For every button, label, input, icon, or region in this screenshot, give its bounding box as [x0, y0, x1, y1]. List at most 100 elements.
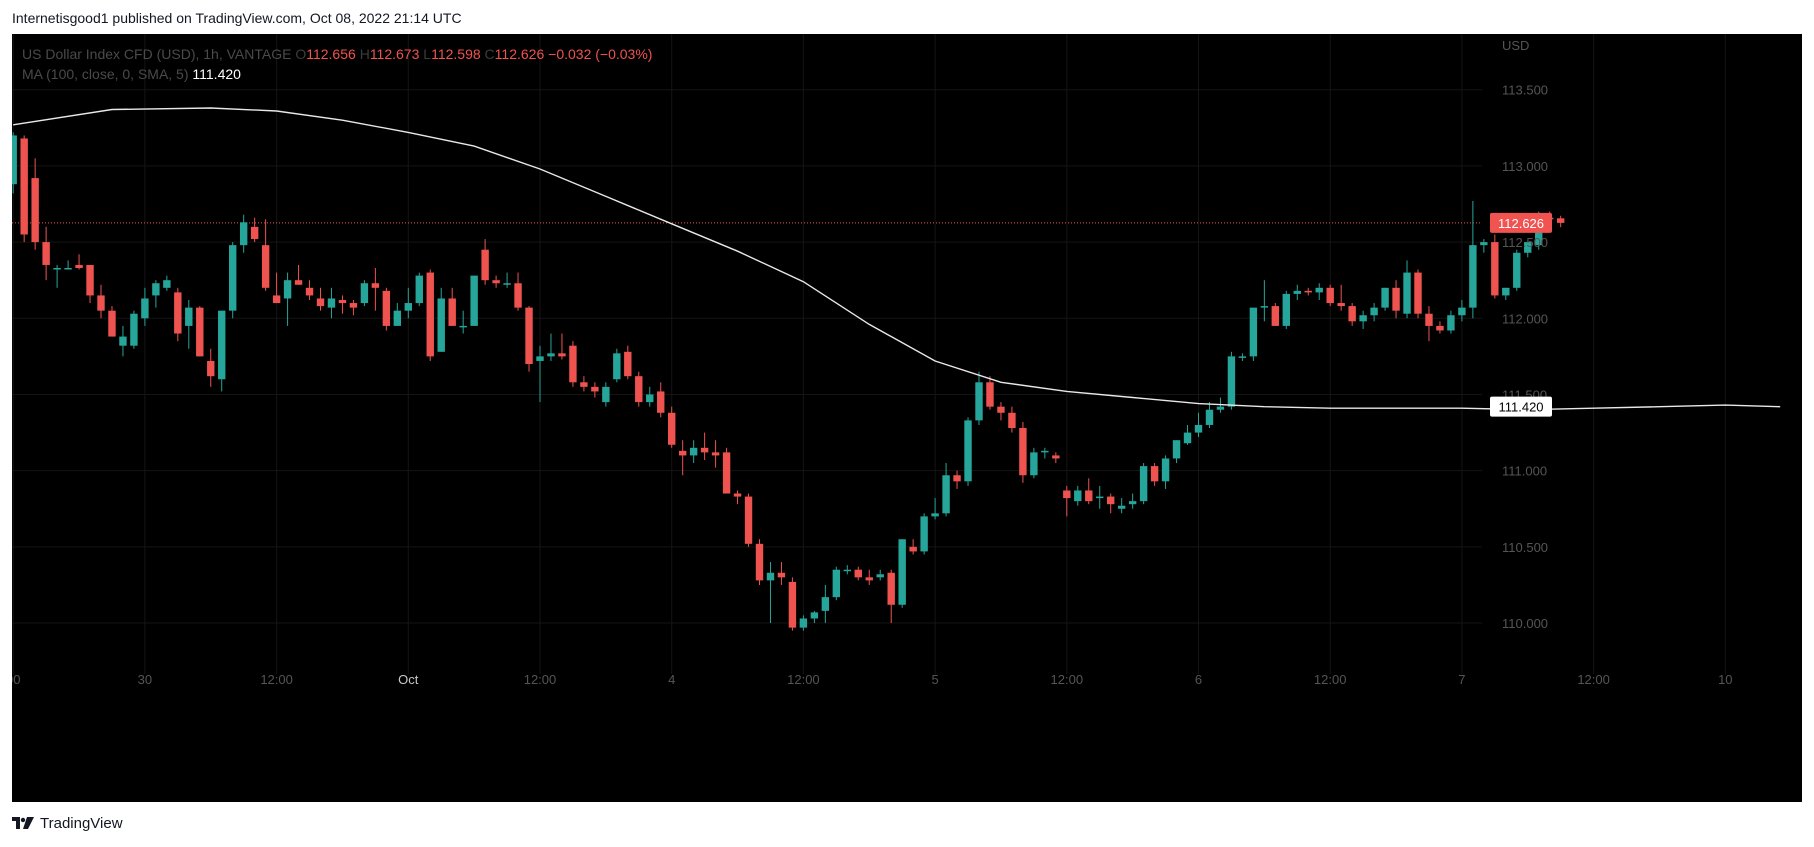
candle-up: [229, 245, 237, 311]
x-tick-label: 5: [931, 672, 938, 687]
candle-down: [31, 178, 39, 243]
candle-up: [1117, 505, 1126, 509]
chart-panel[interactable]: 110.000 110.500 111.000 111.500 112.000 112.5…: [12, 34, 1802, 802]
candle-down: [1271, 306, 1280, 326]
candle-down: [196, 307, 204, 357]
y-tick-label: 113.500: [1502, 83, 1548, 98]
x-tick-label: 12:00: [1577, 672, 1610, 687]
candle-down: [733, 493, 742, 497]
published-caption: Internetisgood1 published on TradingView…: [12, 10, 462, 26]
candle-up: [283, 280, 292, 299]
candle-down: [711, 452, 720, 456]
candle-down: [97, 295, 105, 311]
y-tick-label: 111.000: [1502, 464, 1547, 479]
candle-up: [1447, 315, 1455, 331]
candle-down: [865, 577, 873, 581]
candle-up: [1293, 290, 1301, 294]
candle-down: [722, 452, 731, 494]
x-tick-label: 12:00: [524, 672, 557, 687]
candle-down: [558, 353, 566, 357]
candle-down: [1019, 428, 1027, 476]
tradingview-logo-icon[interactable]: [12, 816, 34, 831]
candle-down: [294, 280, 303, 285]
x-tick-label: 00: [12, 672, 20, 687]
candle-down: [854, 569, 862, 578]
candle-up: [975, 382, 983, 421]
candle-down: [1425, 313, 1433, 326]
candle-up: [1238, 356, 1247, 358]
footer-brand[interactable]: TradingView: [40, 815, 123, 832]
candle-down: [1107, 496, 1115, 505]
candle-down: [1085, 490, 1093, 502]
candle-up: [843, 569, 851, 572]
y-tick-label: 110.500: [1502, 540, 1548, 555]
candle-up: [1403, 272, 1411, 314]
candle-up: [1161, 458, 1170, 482]
candle-up: [360, 283, 369, 304]
candle-up: [130, 313, 138, 346]
candle-down: [624, 351, 632, 377]
candlestick-chart[interactable]: 110.000110.500111.000111.500112.000112.5…: [12, 34, 1802, 802]
candle-up: [1359, 315, 1367, 322]
open-value: 112.656: [306, 46, 356, 62]
open-key: O: [295, 46, 307, 62]
candle-down: [1436, 325, 1444, 331]
y-tick-label: 113.000: [1502, 159, 1548, 174]
candle-up: [503, 283, 511, 285]
candle-up: [1458, 307, 1466, 316]
candle-up: [766, 572, 775, 581]
close-value: 112.626: [494, 46, 545, 62]
candle-down: [174, 292, 182, 334]
candle-down: [744, 496, 753, 544]
candle-down: [382, 290, 391, 326]
candle-down: [788, 581, 797, 628]
candle-up: [689, 447, 698, 456]
candle-up: [1381, 287, 1389, 308]
candle-down: [207, 360, 215, 377]
candle-up: [1469, 245, 1477, 308]
candle-up: [1227, 356, 1236, 407]
y-tick-label: 112.000: [1502, 311, 1548, 326]
candle-down: [1052, 455, 1060, 459]
high-key: H: [359, 46, 370, 62]
ma-value: 111.420: [192, 66, 241, 82]
x-tick-label: 30: [138, 672, 152, 687]
candle-down: [492, 280, 500, 284]
candle-up: [1194, 424, 1203, 433]
candle-up: [799, 618, 808, 628]
candle-down: [1491, 242, 1499, 296]
candle-up: [415, 275, 423, 304]
ma-label[interactable]: MA (100, close, 0, SMA, 5): [22, 66, 189, 82]
candle-up: [1502, 287, 1510, 296]
candle-up: [470, 275, 478, 326]
candle-up: [1249, 307, 1258, 357]
candle-down: [1414, 272, 1422, 314]
candle-down: [909, 546, 917, 552]
y-tick-label: 110.000: [1502, 616, 1548, 631]
candle-down: [525, 307, 533, 364]
symbol-label[interactable]: US Dollar Index CFD (USD), 1h, VANTAGE: [22, 46, 292, 62]
candle-down: [20, 138, 28, 235]
candle-up: [920, 516, 928, 552]
low-key: L: [423, 46, 432, 62]
candle-up: [1074, 490, 1082, 502]
candle-up: [239, 222, 248, 246]
candle-up: [931, 513, 939, 517]
candle-down: [305, 287, 314, 296]
candle-down: [426, 272, 434, 357]
candle-up: [119, 336, 127, 346]
candle-up: [53, 268, 61, 270]
candle-down: [668, 412, 676, 445]
candle-down: [1063, 490, 1071, 499]
candle-up: [1183, 432, 1192, 444]
candle-up: [459, 325, 467, 328]
candle-down: [371, 283, 380, 288]
candle-up: [1260, 306, 1269, 308]
candle-up: [536, 356, 544, 361]
last-price-label: 112.626: [1498, 216, 1544, 231]
x-tick-label: 12:00: [260, 672, 293, 687]
candle-up: [964, 420, 972, 482]
candle-down: [75, 264, 83, 268]
candle-up: [437, 298, 445, 352]
x-tick-label: 6: [1195, 672, 1202, 687]
